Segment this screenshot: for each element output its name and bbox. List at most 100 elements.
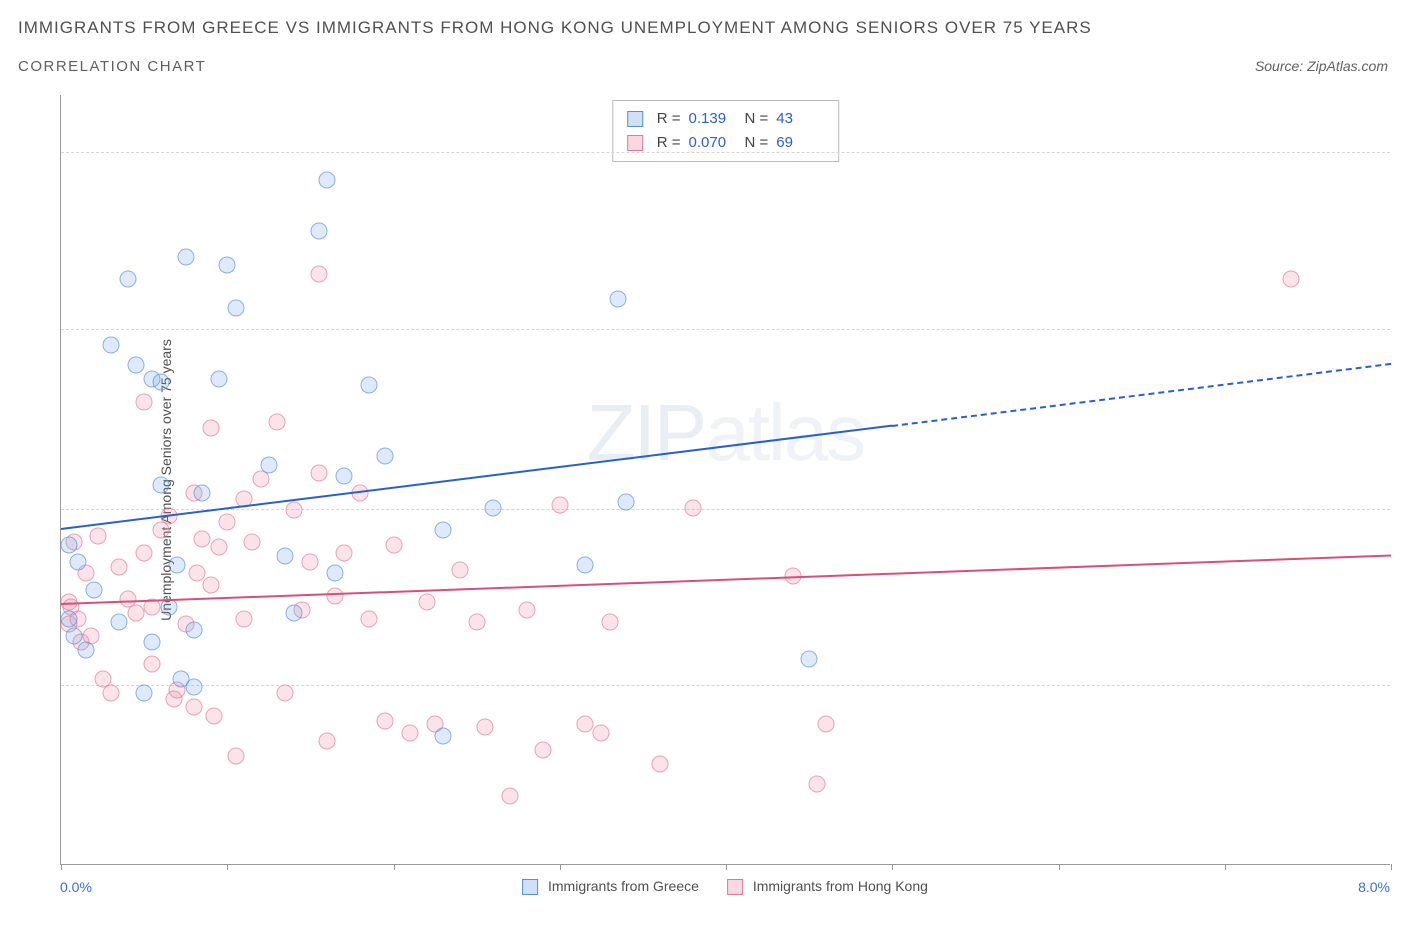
- point-greece: [285, 605, 302, 622]
- x-tick: [560, 864, 561, 870]
- point-hongkong: [186, 699, 203, 716]
- point-hongkong: [136, 394, 153, 411]
- point-greece: [152, 476, 169, 493]
- point-greece: [377, 448, 394, 465]
- point-greece: [576, 556, 593, 573]
- point-hongkong: [385, 536, 402, 553]
- gridline: [61, 509, 1390, 510]
- point-hongkong: [310, 465, 327, 482]
- point-greece: [485, 499, 502, 516]
- x-tick: [394, 864, 395, 870]
- point-greece: [618, 493, 635, 510]
- point-hongkong: [219, 513, 236, 530]
- legend-label-hongkong: Immigrants from Hong Kong: [753, 878, 928, 894]
- x-tick: [227, 864, 228, 870]
- chart-area: Unemployment Among Seniors over 75 years…: [60, 95, 1390, 865]
- point-greece: [335, 468, 352, 485]
- point-hongkong: [319, 733, 336, 750]
- point-hongkong: [202, 419, 219, 436]
- point-greece: [61, 536, 78, 553]
- point-hongkong: [111, 559, 128, 576]
- point-greece: [186, 622, 203, 639]
- point-hongkong: [476, 719, 493, 736]
- point-greece: [227, 299, 244, 316]
- chart-subtitle: CORRELATION CHART: [18, 58, 206, 75]
- point-hongkong: [102, 684, 119, 701]
- trend-line: [892, 363, 1391, 427]
- point-greece: [66, 627, 83, 644]
- point-greece: [177, 248, 194, 265]
- point-greece: [127, 356, 144, 373]
- x-tick: [1059, 864, 1060, 870]
- swatch-hongkong-icon: [627, 135, 643, 151]
- legend-swatch-greece-icon: [522, 879, 538, 895]
- point-hongkong: [817, 716, 834, 733]
- point-hongkong: [601, 613, 618, 630]
- point-hongkong: [535, 741, 552, 758]
- point-hongkong: [327, 587, 344, 604]
- point-greece: [144, 633, 161, 650]
- r-value-greece: 0.139: [689, 107, 737, 131]
- scatter-plot: ZIPatlas R = 0.139 N = 43 R = 0.070 N = …: [60, 95, 1390, 865]
- gridline: [61, 329, 1390, 330]
- point-hongkong: [418, 593, 435, 610]
- legend-item-hongkong: Immigrants from Hong Kong: [727, 878, 928, 895]
- point-hongkong: [235, 610, 252, 627]
- legend-swatch-hongkong-icon: [727, 879, 743, 895]
- swatch-greece-icon: [627, 111, 643, 127]
- legend-label-greece: Immigrants from Greece: [548, 878, 699, 894]
- point-hongkong: [277, 684, 294, 701]
- point-hongkong: [809, 776, 826, 793]
- point-hongkong: [127, 605, 144, 622]
- point-greece: [111, 613, 128, 630]
- gridline: [61, 685, 1390, 686]
- legend-item-greece: Immigrants from Greece: [522, 878, 699, 895]
- point-hongkong: [144, 656, 161, 673]
- point-greece: [161, 599, 178, 616]
- point-hongkong: [335, 545, 352, 562]
- watermark-zip: ZIP: [587, 388, 705, 477]
- n-label-greece: N =: [745, 107, 769, 131]
- point-greece: [136, 684, 153, 701]
- gridline: [61, 152, 1390, 153]
- stats-row-greece: R = 0.139 N = 43: [627, 107, 825, 131]
- x-tick: [1391, 864, 1392, 870]
- trend-line: [61, 425, 892, 530]
- x-tick: [892, 864, 893, 870]
- point-hongkong: [360, 610, 377, 627]
- point-hongkong: [205, 707, 222, 724]
- point-hongkong: [651, 756, 668, 773]
- point-hongkong: [202, 576, 219, 593]
- point-greece: [801, 650, 818, 667]
- point-hongkong: [501, 787, 518, 804]
- point-hongkong: [402, 724, 419, 741]
- point-hongkong: [89, 528, 106, 545]
- point-greece: [186, 679, 203, 696]
- point-greece: [435, 522, 452, 539]
- x-axis-min-label: 0.0%: [60, 879, 92, 895]
- point-greece: [69, 553, 86, 570]
- point-greece: [219, 257, 236, 274]
- point-hongkong: [310, 265, 327, 282]
- x-axis-max-label: 8.0%: [1358, 879, 1390, 895]
- point-hongkong: [227, 747, 244, 764]
- point-hongkong: [210, 539, 227, 556]
- point-hongkong: [452, 562, 469, 579]
- point-greece: [77, 642, 94, 659]
- point-greece: [102, 336, 119, 353]
- bottom-legend: Immigrants from Greece Immigrants from H…: [522, 878, 928, 895]
- point-hongkong: [285, 502, 302, 519]
- point-greece: [194, 485, 211, 502]
- x-tick: [61, 864, 62, 870]
- point-greece: [609, 291, 626, 308]
- point-greece: [327, 565, 344, 582]
- point-hongkong: [194, 530, 211, 547]
- point-greece: [435, 727, 452, 744]
- point-hongkong: [1283, 271, 1300, 288]
- n-value-greece: 43: [776, 107, 824, 131]
- point-greece: [61, 610, 78, 627]
- chart-title: IMMIGRANTS FROM GREECE VS IMMIGRANTS FRO…: [18, 18, 1092, 38]
- point-greece: [310, 222, 327, 239]
- point-greece: [260, 456, 277, 473]
- point-hongkong: [377, 713, 394, 730]
